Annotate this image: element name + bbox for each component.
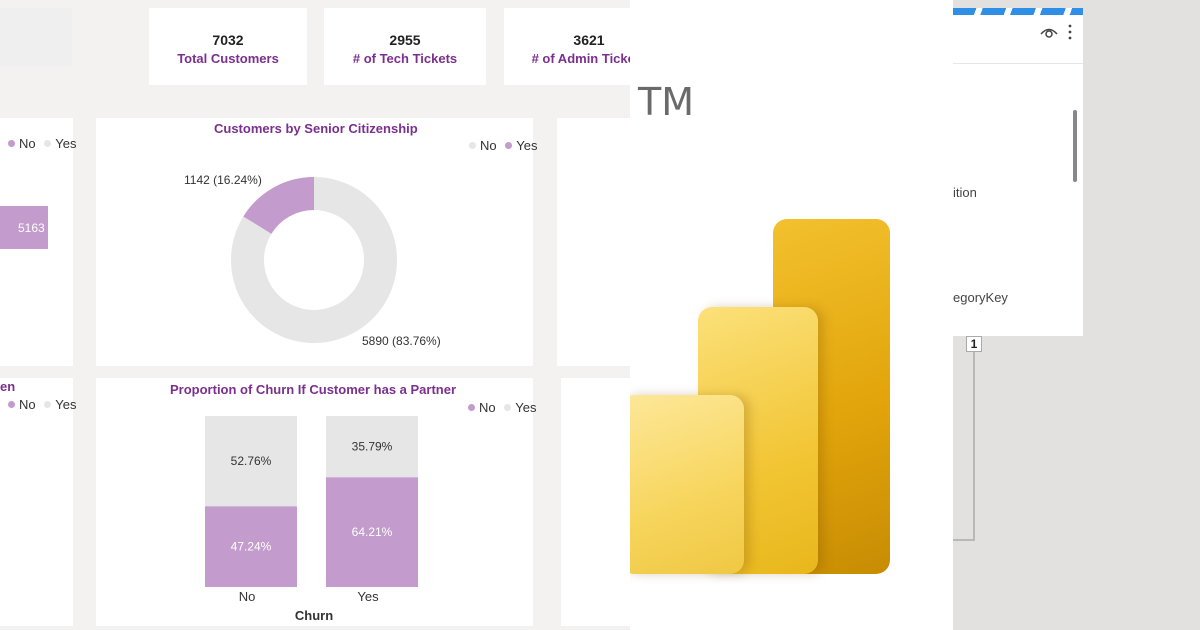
stacked-bar-chart[interactable]: 47.24% 52.76% No 64.21% 35.79% Yes Churn [96,378,533,626]
kpi-value: 3621 [573,32,605,48]
x-tick-label: No [239,589,256,604]
legend-label: No [479,400,496,415]
visual-title: Proportion of Churn If Customer has a Pa… [170,382,457,397]
data-label: 5163 [18,221,45,235]
kpi-value: 2955 [389,32,421,48]
power-bi-logo-panel: TM [630,0,953,630]
logo-bar-short [630,395,744,574]
kpi-label: Total Customers [177,51,279,66]
data-label: 64.21% [352,525,393,539]
field-item[interactable]: egoryKey [953,290,1008,305]
legend-label: No [19,136,36,151]
data-label-yes: 1142 (16.24%) [184,173,262,187]
kpi-label: # of Admin Tickets [531,51,630,66]
legend: No Yes [8,397,81,412]
trademark-text: TM [638,80,694,124]
senior-citizenship-visual[interactable]: Customers by Senior Citizenship No Yes 1… [96,118,537,366]
legend-item-yes: Yes [504,400,536,415]
data-label: 35.79% [352,440,393,454]
x-tick-label: Yes [357,589,379,604]
legend-label: Yes [515,400,537,415]
more-vertical-icon[interactable] [1067,24,1073,40]
selection-stripes [953,8,1083,15]
kpi-label: # of Tech Tickets [352,51,458,66]
partner-churn-visual[interactable]: Proportion of Churn If Customer has a Pa… [96,378,536,626]
canvas-border [953,539,975,541]
legend-item-yes: Yes [44,397,76,412]
pane-header-divider [953,52,1083,64]
bar-segment[interactable] [0,206,48,249]
fields-pane: ition egoryKey 1 [953,0,1200,630]
legend: No Yes [8,136,81,151]
data-label-no: 5890 (83.76%) [362,334,441,348]
right-top-visual-stub [557,118,630,366]
left-top-visual[interactable]: No Yes 5163 [0,118,76,366]
legend-label: Yes [55,136,77,151]
legend: No Yes [469,138,542,153]
legend-label: Yes [516,138,538,153]
legend: No Yes [468,400,541,415]
kpi-card-admin-tickets[interactable]: 3621 # of Admin Tickets [504,8,630,85]
legend-dot [44,140,52,147]
report-canvas: 7032 Total Customers 2955 # of Tech Tick… [0,0,630,630]
legend-dot [504,404,512,411]
legend-item-no: No [468,400,496,415]
legend-dot [468,404,475,411]
left-bottom-visual[interactable]: en No Yes [0,378,76,626]
legend-dot [505,142,513,149]
data-label: 47.24% [231,540,272,554]
legend-dot [469,142,476,149]
legend-label: No [19,397,36,412]
visual-title: en [0,379,16,394]
legend-label: No [480,138,497,153]
eye-icon[interactable] [1039,26,1059,40]
kpi-value: 7032 [212,32,244,48]
donut-chart[interactable] [96,118,533,366]
page-number-badge[interactable]: 1 [966,336,982,352]
right-bottom-visual-stub [561,378,630,626]
legend-item-yes: Yes [44,136,76,151]
bar-segment-yes-no[interactable] [326,477,418,587]
legend-dot [8,140,15,147]
pane-scrollbar[interactable] [1073,110,1077,182]
field-item[interactable]: ition [953,185,977,200]
donut-slice-no[interactable] [231,177,397,343]
bar-segment-no-no[interactable] [205,506,297,587]
legend-item-yes: Yes [505,138,537,153]
kpi-card-total-customers[interactable]: 7032 Total Customers [149,8,307,85]
data-label: 52.76% [231,454,272,468]
visual-title: Customers by Senior Citizenship [214,121,418,136]
kpi-card-tech-tickets[interactable]: 2955 # of Tech Tickets [324,8,486,85]
legend-label: Yes [55,397,77,412]
donut-slice-yes[interactable] [243,177,314,234]
bar-segment-no-yes[interactable] [205,416,297,507]
kpi-card-left-stub [0,8,72,66]
legend-dot [44,401,52,408]
legend-item-no: No [469,138,497,153]
pane-panel: ition egoryKey [953,8,1083,336]
legend-item-no: No [8,136,36,151]
x-axis-label: Churn [295,608,333,623]
bar-segment-yes-yes[interactable] [326,416,418,478]
canvas-border [973,345,975,541]
legend-item-no: No [8,397,36,412]
legend-dot [8,401,15,408]
